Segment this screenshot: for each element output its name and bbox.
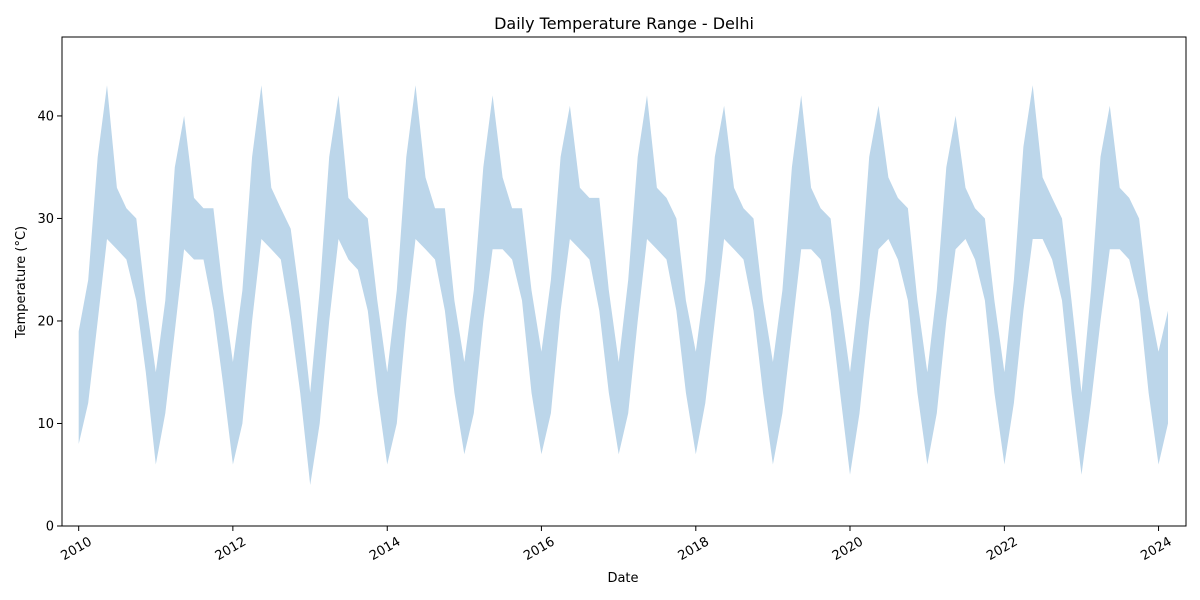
x-tick-label: 2016: [521, 534, 557, 564]
x-tick-label: 2024: [1138, 534, 1174, 564]
x-tick-label: 2014: [367, 534, 403, 564]
x-tick-label: 2018: [676, 534, 712, 564]
range-band: [78, 85, 1169, 485]
y-tick-label: 40: [37, 109, 54, 124]
x-axis: 2010 2012 2014 2016 2018 2020 2022 2024: [59, 526, 1175, 564]
x-axis-label: Date: [607, 571, 638, 586]
y-tick-label: 20: [37, 314, 54, 329]
x-tick-label: 2020: [830, 534, 866, 564]
y-tick-label: 30: [37, 212, 54, 227]
x-tick-label: 2022: [984, 534, 1020, 564]
x-tick-label: 2010: [59, 534, 95, 564]
plot-frame: [61, 36, 1187, 527]
temperature-range-area: [78, 85, 1169, 485]
y-axis-label: Temperature (°C): [14, 226, 29, 339]
chart-title: Daily Temperature Range - Delhi: [494, 14, 754, 33]
y-tick-label: 10: [37, 417, 54, 432]
y-tick-label: 0: [46, 520, 54, 535]
y-axis: 0 10 20 30 40: [37, 109, 62, 535]
x-tick-label: 2012: [213, 534, 249, 564]
